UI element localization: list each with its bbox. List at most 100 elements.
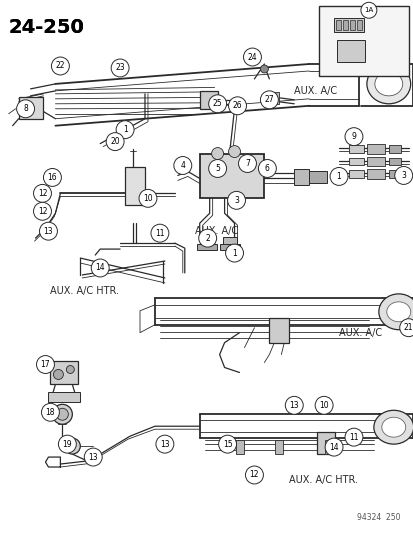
Circle shape (56, 408, 68, 420)
Text: 6: 6 (264, 164, 269, 173)
Text: 12: 12 (249, 471, 259, 480)
Circle shape (399, 319, 413, 337)
Text: 13: 13 (289, 401, 298, 410)
Text: 3: 3 (400, 171, 405, 180)
Circle shape (228, 97, 246, 115)
Circle shape (64, 438, 80, 454)
Circle shape (151, 224, 169, 242)
Text: AUX. A/C: AUX. A/C (194, 226, 237, 236)
Circle shape (51, 57, 69, 75)
Bar (316, 432, 334, 454)
Bar (125, 167, 145, 205)
Bar (199, 237, 213, 245)
Circle shape (258, 159, 275, 177)
Text: 10: 10 (318, 401, 328, 410)
Circle shape (228, 146, 240, 158)
Bar (366, 157, 384, 166)
Ellipse shape (381, 417, 405, 437)
Text: 13: 13 (43, 227, 53, 236)
Bar (366, 143, 384, 154)
Text: 13: 13 (88, 453, 98, 462)
Bar (199, 91, 217, 109)
Circle shape (111, 59, 129, 77)
Text: 1: 1 (122, 125, 127, 134)
Circle shape (33, 203, 51, 220)
Text: 14: 14 (95, 263, 105, 272)
Text: 22: 22 (55, 61, 65, 70)
Circle shape (344, 128, 362, 146)
Bar (196, 244, 216, 250)
Bar (318, 6, 408, 76)
Text: AUX. A/C: AUX. A/C (294, 86, 337, 96)
Text: 16: 16 (47, 173, 57, 182)
Bar (219, 244, 239, 250)
Circle shape (53, 369, 63, 379)
Circle shape (139, 189, 157, 207)
Circle shape (360, 2, 376, 18)
Text: 94324  250: 94324 250 (356, 513, 399, 522)
Bar (48, 392, 80, 402)
Text: 12: 12 (38, 207, 47, 216)
Bar (50, 360, 78, 384)
Text: 1A: 1A (363, 7, 373, 13)
Ellipse shape (373, 410, 413, 444)
Circle shape (173, 157, 191, 174)
Bar (275, 440, 282, 454)
Text: 13: 13 (160, 440, 169, 449)
Circle shape (36, 356, 54, 374)
Text: 18: 18 (45, 408, 55, 417)
Circle shape (329, 167, 347, 185)
Bar (366, 169, 384, 180)
Text: 3: 3 (233, 196, 238, 205)
Bar (222, 237, 236, 245)
Text: 4: 4 (180, 161, 185, 170)
Circle shape (260, 65, 268, 73)
Ellipse shape (386, 302, 410, 322)
Bar (348, 171, 363, 179)
Circle shape (394, 166, 412, 184)
Bar (267, 92, 279, 104)
Ellipse shape (366, 64, 410, 104)
Text: 2: 2 (205, 233, 209, 243)
Circle shape (243, 48, 261, 66)
Bar (333, 18, 363, 32)
Text: 10: 10 (143, 194, 152, 203)
Bar (19, 97, 43, 119)
Text: AUX. A/C HTR.: AUX. A/C HTR. (50, 286, 119, 296)
Circle shape (41, 403, 59, 421)
Circle shape (39, 222, 57, 240)
Text: 21: 21 (403, 323, 413, 332)
Bar (324, 440, 332, 454)
Text: 11: 11 (155, 229, 164, 238)
Circle shape (208, 159, 226, 177)
Text: 8: 8 (23, 104, 28, 114)
Bar (388, 144, 400, 152)
Bar (309, 172, 326, 183)
Text: 14: 14 (328, 442, 338, 451)
Circle shape (156, 435, 173, 453)
Text: 12: 12 (38, 189, 47, 198)
Text: 5: 5 (215, 164, 220, 173)
Text: 26: 26 (232, 101, 242, 110)
Circle shape (208, 95, 226, 113)
Text: 19: 19 (62, 440, 72, 449)
Circle shape (260, 91, 278, 109)
Ellipse shape (378, 294, 413, 330)
Bar (199, 154, 264, 198)
Text: 24-250: 24-250 (9, 18, 84, 37)
Bar (356, 20, 361, 30)
Ellipse shape (374, 72, 402, 96)
Circle shape (238, 155, 256, 173)
Text: 27: 27 (264, 95, 273, 104)
Circle shape (33, 184, 51, 203)
Text: 23: 23 (115, 63, 125, 72)
Circle shape (211, 148, 223, 159)
Bar (348, 158, 363, 165)
Circle shape (225, 244, 243, 262)
Circle shape (324, 438, 342, 456)
Circle shape (227, 191, 245, 209)
Text: 7: 7 (244, 159, 249, 168)
Text: 24-250: 24-250 (9, 18, 84, 37)
Circle shape (84, 448, 102, 466)
Circle shape (106, 133, 124, 150)
